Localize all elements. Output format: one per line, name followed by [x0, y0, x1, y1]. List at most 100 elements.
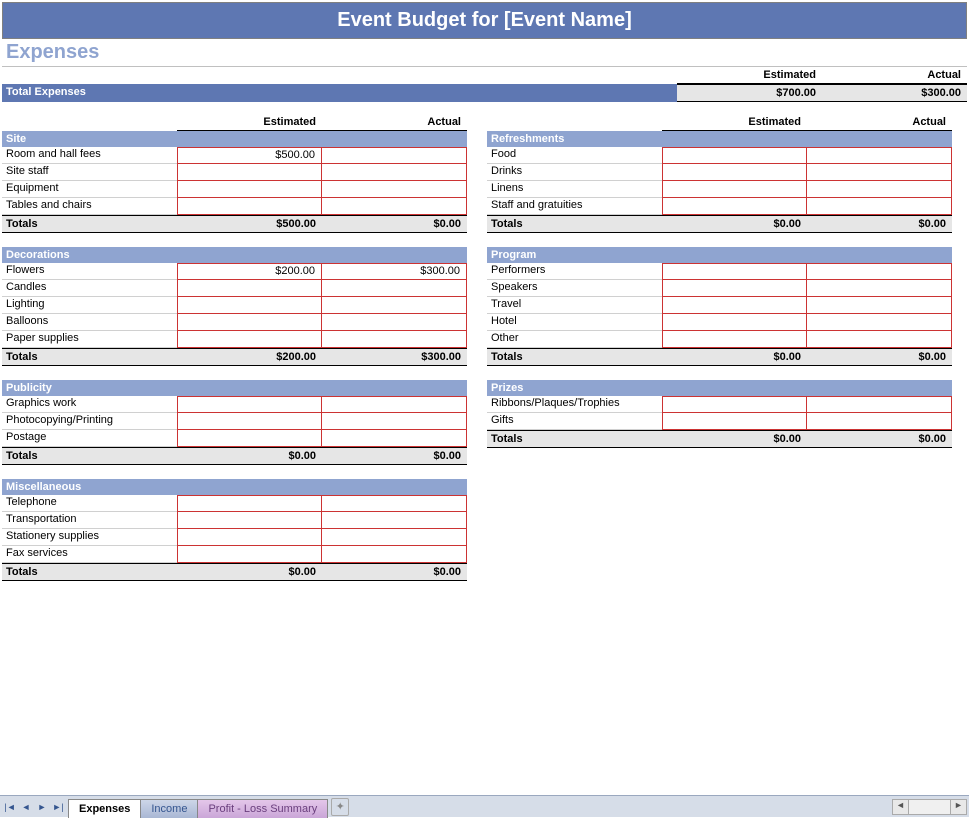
cell-estimated[interactable]	[177, 430, 322, 447]
table-row: Telephone	[2, 495, 467, 512]
cell-actual[interactable]	[322, 297, 467, 314]
cell-estimated[interactable]	[177, 512, 322, 529]
cell-estimated[interactable]	[662, 331, 807, 348]
cell-actual[interactable]	[807, 413, 952, 430]
totals-label: Totals	[487, 431, 662, 447]
table-row: Stationery supplies	[2, 529, 467, 546]
category-title: Site	[2, 131, 467, 147]
row-label: Linens	[487, 181, 662, 198]
category-totals: Totals$0.00$0.00	[2, 563, 467, 581]
nav-next-icon[interactable]: ►	[34, 799, 50, 815]
cell-estimated[interactable]	[662, 396, 807, 413]
cell-estimated[interactable]	[662, 263, 807, 280]
section-heading: Expenses	[2, 39, 967, 67]
cell-estimated[interactable]	[177, 396, 322, 413]
row-label: Balloons	[2, 314, 177, 331]
totals-estimated: $0.00	[177, 564, 322, 580]
right-column: EstimatedActualRefreshmentsFoodDrinksLin…	[487, 114, 952, 595]
sheet-tabs: ExpensesIncomeProfit - Loss Summary	[68, 796, 327, 818]
cell-estimated[interactable]	[662, 297, 807, 314]
table-row: Food	[487, 147, 952, 164]
cell-actual[interactable]	[807, 164, 952, 181]
row-label: Room and hall fees	[2, 147, 177, 164]
table-row: Lighting	[2, 297, 467, 314]
cell-estimated[interactable]	[177, 529, 322, 546]
row-label: Flowers	[2, 263, 177, 280]
cell-estimated[interactable]	[177, 331, 322, 348]
cell-estimated[interactable]	[177, 314, 322, 331]
cell-actual[interactable]	[322, 280, 467, 297]
cell-actual[interactable]	[322, 164, 467, 181]
cell-actual[interactable]	[322, 396, 467, 413]
cell-actual[interactable]	[322, 147, 467, 164]
cell-actual[interactable]	[807, 147, 952, 164]
cell-actual[interactable]	[322, 314, 467, 331]
cell-actual[interactable]	[322, 495, 467, 512]
category-title: Prizes	[487, 380, 952, 396]
cell-actual[interactable]	[322, 430, 467, 447]
cell-estimated[interactable]	[662, 147, 807, 164]
totals-label: Totals	[487, 349, 662, 365]
row-label: Food	[487, 147, 662, 164]
cell-actual[interactable]	[322, 413, 467, 430]
cell-estimated[interactable]	[177, 495, 322, 512]
cell-estimated[interactable]	[662, 280, 807, 297]
new-sheet-icon[interactable]: ✦	[331, 798, 349, 816]
cell-estimated[interactable]	[177, 280, 322, 297]
cell-actual[interactable]	[807, 263, 952, 280]
cell-actual[interactable]	[807, 396, 952, 413]
category-totals: Totals$500.00$0.00	[2, 215, 467, 233]
cell-estimated[interactable]: $500.00	[177, 147, 322, 164]
totals-estimated: $200.00	[177, 349, 322, 365]
cell-actual[interactable]	[807, 331, 952, 348]
cell-estimated[interactable]	[662, 198, 807, 215]
cell-actual[interactable]	[807, 314, 952, 331]
row-label: Postage	[2, 430, 177, 447]
cell-actual[interactable]	[322, 181, 467, 198]
cell-estimated[interactable]	[177, 413, 322, 430]
cell-actual[interactable]	[807, 280, 952, 297]
row-label: Transportation	[2, 512, 177, 529]
row-label: Telephone	[2, 495, 177, 512]
nav-prev-icon[interactable]: ◄	[18, 799, 34, 815]
table-row: Staff and gratuities	[487, 198, 952, 215]
row-label: Speakers	[487, 280, 662, 297]
totals-actual: $0.00	[322, 564, 467, 580]
cell-estimated[interactable]: $200.00	[177, 263, 322, 280]
cell-actual[interactable]	[322, 529, 467, 546]
scroll-right-icon[interactable]: ►	[950, 800, 966, 814]
horizontal-scrollbar[interactable]: ◄ ►	[892, 799, 967, 815]
table-row: Other	[487, 331, 952, 348]
row-label: Graphics work	[2, 396, 177, 413]
cell-actual[interactable]	[322, 546, 467, 563]
category-totals: Totals$200.00$300.00	[2, 348, 467, 366]
scroll-track[interactable]	[909, 800, 950, 814]
row-label: Tables and chairs	[2, 198, 177, 215]
nav-first-icon[interactable]: |◄	[2, 799, 18, 815]
table-row: Speakers	[487, 280, 952, 297]
cell-actual[interactable]	[322, 198, 467, 215]
table-row: Paper supplies	[2, 331, 467, 348]
cell-actual[interactable]	[322, 331, 467, 348]
cell-estimated[interactable]	[662, 164, 807, 181]
cell-estimated[interactable]	[662, 314, 807, 331]
scroll-left-icon[interactable]: ◄	[893, 800, 909, 814]
row-label: Stationery supplies	[2, 529, 177, 546]
totals-estimated: $0.00	[177, 448, 322, 464]
cell-estimated[interactable]	[177, 181, 322, 198]
col-header-estimated: Estimated	[677, 67, 822, 84]
cell-estimated[interactable]	[177, 297, 322, 314]
nav-last-icon[interactable]: ►|	[50, 799, 66, 815]
cell-estimated[interactable]	[177, 198, 322, 215]
cell-estimated[interactable]	[662, 181, 807, 198]
cell-actual[interactable]: $300.00	[322, 263, 467, 280]
cell-actual[interactable]	[807, 181, 952, 198]
cell-estimated[interactable]	[662, 413, 807, 430]
cell-actual[interactable]	[807, 198, 952, 215]
cell-actual[interactable]	[322, 512, 467, 529]
totals-actual: $0.00	[807, 431, 952, 447]
cell-estimated[interactable]	[177, 164, 322, 181]
cell-actual[interactable]	[807, 297, 952, 314]
table-row: Gifts	[487, 413, 952, 430]
cell-estimated[interactable]	[177, 546, 322, 563]
